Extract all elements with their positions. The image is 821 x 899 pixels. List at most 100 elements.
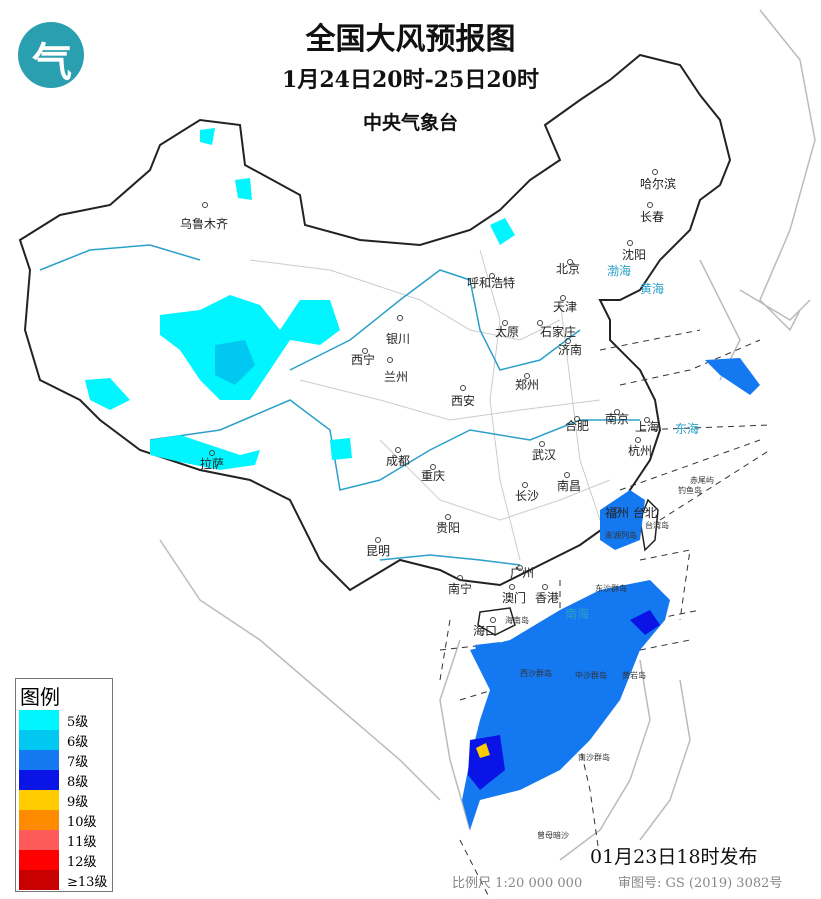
city-marker: [537, 320, 543, 326]
city-marker: [202, 202, 208, 208]
sea-label: 南海: [565, 607, 590, 621]
city-marker: [397, 315, 403, 321]
city-marker: [362, 348, 368, 354]
city-marker: [574, 416, 580, 422]
island-label: 赤尾屿: [690, 476, 714, 485]
city-label: 呼和浩特: [467, 276, 516, 290]
island-label: 西沙群岛: [520, 669, 552, 678]
city-marker: [509, 584, 515, 590]
wind-area-5: [330, 438, 352, 460]
city-marker: [635, 437, 641, 443]
legend-swatch: [19, 710, 59, 730]
legend-item: 6级: [16, 730, 112, 750]
city-marker: [387, 357, 393, 363]
legend-item: 8级: [16, 770, 112, 790]
city-label: 昆明: [366, 544, 391, 558]
pearl-river: [379, 554, 521, 566]
map-approval-number: 审图号: GS (2019) 3082号: [618, 876, 783, 891]
city-marker: [652, 169, 658, 175]
legend-title: 图例: [20, 685, 60, 709]
wind-area-7: [705, 358, 760, 395]
city-marker: [644, 417, 650, 423]
legend-label: 12级: [67, 854, 97, 870]
city-label: 合肥: [565, 419, 590, 433]
city-label: 台北: [633, 506, 658, 520]
legend-swatch: [19, 770, 59, 790]
province-borders: [249, 249, 611, 561]
legend-label: 10级: [67, 814, 97, 830]
city-label: 成都: [386, 454, 411, 468]
sea-label: 渤海: [607, 264, 632, 278]
legend-swatch: [19, 850, 59, 870]
legend-item: 10级: [16, 810, 112, 830]
legend-label: 8级: [67, 774, 89, 790]
city-label: 南京: [605, 412, 630, 426]
city-label: 太原: [495, 325, 520, 339]
city-label: 香港: [535, 591, 560, 605]
legend-swatch: [19, 790, 59, 810]
legend-label: 9级: [67, 794, 89, 810]
yangtze-river: [149, 399, 640, 491]
island-label: 海南岛: [505, 616, 529, 625]
city-marker: [209, 450, 215, 456]
city-markers: [202, 169, 658, 623]
wind-area-6: [215, 340, 255, 385]
city-marker: [502, 320, 508, 326]
wind-area-5: [85, 378, 130, 410]
legend-item: 12级: [16, 850, 112, 870]
wind-area-5: [160, 295, 340, 400]
city-marker: [614, 409, 620, 415]
legend-swatch: [19, 870, 59, 890]
city-marker: [642, 507, 648, 513]
legend-swatch: [19, 750, 59, 770]
wind-area-8: [630, 610, 660, 635]
city-marker: [567, 259, 573, 265]
city-marker: [375, 537, 381, 543]
city-marker: [627, 240, 633, 246]
city-marker: [430, 464, 436, 470]
city-label: 拉萨: [200, 457, 225, 471]
legend-label: 11级: [67, 834, 97, 850]
city-marker: [445, 514, 451, 520]
legend-label: 7级: [67, 754, 89, 770]
wind-area-5: [490, 218, 515, 245]
city-marker: [539, 441, 545, 447]
wind-area-7: [462, 580, 670, 830]
wind-area-5: [200, 128, 215, 145]
city-label: 澳门: [502, 591, 527, 605]
city-marker: [517, 565, 523, 571]
legend-item: 9级: [16, 790, 112, 810]
city-label: 郑州: [515, 378, 540, 392]
legend-swatch: [19, 730, 59, 750]
island-label: 钓鱼岛: [678, 486, 702, 495]
sea-label: 黄海: [640, 282, 665, 296]
city-label: 上海: [635, 420, 660, 434]
sea-label: 东海: [675, 422, 700, 436]
city-marker: [460, 385, 466, 391]
city-label: 杭州: [628, 444, 653, 458]
issue-time: 01月23日18时发布: [590, 846, 758, 868]
city-label: 西宁: [351, 353, 376, 367]
legend-label: 5级: [67, 714, 89, 730]
wind-areas: [85, 128, 760, 830]
city-label: 广州: [510, 566, 535, 580]
hainan-island: [477, 607, 516, 636]
legend-label: 6级: [67, 734, 89, 750]
neighbor-land: [159, 9, 816, 861]
island-label: 黄岩岛: [622, 671, 646, 680]
map-scale: 比例尺 1:20 000 000: [452, 876, 583, 891]
city-label: 北京: [556, 262, 581, 276]
city-label: 乌鲁木齐: [180, 217, 229, 231]
city-marker: [565, 338, 571, 344]
legend: 图例 5级 6级 7级 8级 9级 10级 11级 12级 ≥13级: [15, 678, 113, 892]
forecast-period: 1月24日20时-25日20时: [282, 67, 539, 93]
city-label: 长春: [640, 210, 665, 224]
city-label: 贵阳: [436, 521, 461, 535]
island-label: 南沙群岛: [578, 753, 610, 762]
city-label: 长沙: [515, 489, 540, 503]
city-marker: [524, 373, 530, 379]
city-label: 武汉: [532, 448, 557, 462]
island-label: 台湾岛: [645, 521, 669, 530]
city-marker: [457, 575, 463, 581]
